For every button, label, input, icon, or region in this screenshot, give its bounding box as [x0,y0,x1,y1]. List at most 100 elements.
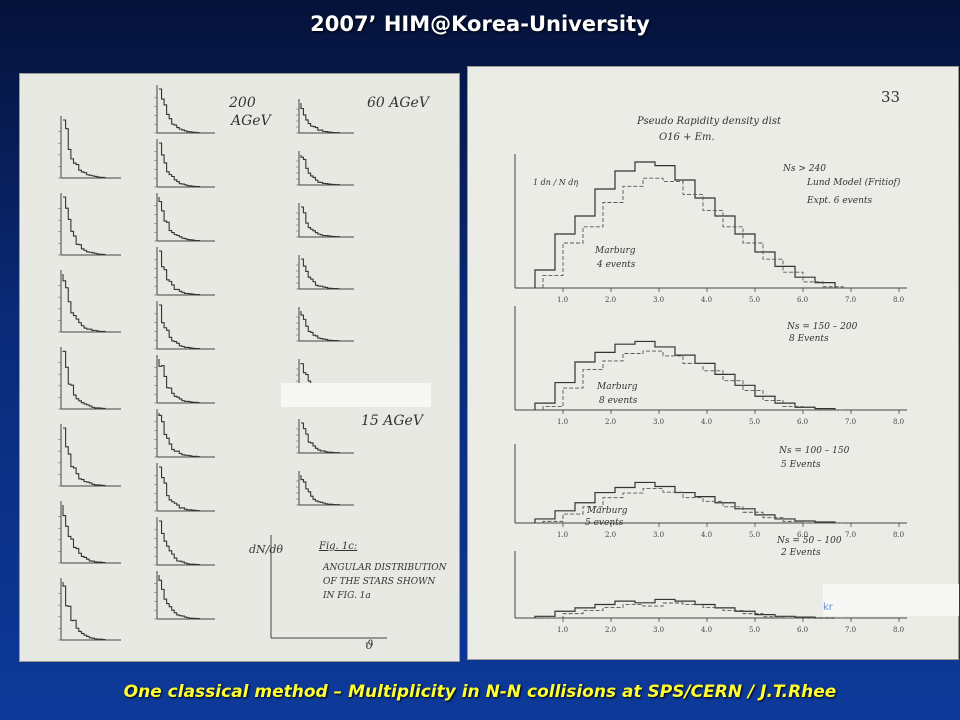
panel3-marburg: Marburg [587,506,628,516]
rap-panel1-xtick-label-5: 5.0 [749,296,760,304]
rap-panel1-xtick-label-2: 2.0 [605,296,616,304]
col3-histogram-5 [300,311,341,342]
rap-panel1-model-histogram [542,177,844,288]
col2-histogram-5 [159,304,201,350]
rap-panel2-xtick-label-1: 1.0 [557,418,568,426]
col3-histogram-3 [301,206,341,238]
col2-histogram-2 [159,142,201,188]
col2-histogram-7 [158,413,201,458]
col1-histogram-6 [62,505,106,564]
rap-panel4-xtick-label-1: 1.0 [557,626,568,634]
col3-histogram-1 [300,103,341,134]
rap-panel4-xtick-label-6: 6.0 [797,626,808,634]
panel1-events: 4 events [597,260,636,270]
right-title-line2: O16 + Em. [659,132,715,143]
rap-panel4-histogram [534,598,835,619]
panel4-events-expt: 2 Events [781,548,821,558]
rap-panel1-xtick-label-8: 8.0 [893,296,904,304]
col1-histogram-4 [62,350,106,409]
legend-item-3: Expt. 6 events [807,196,873,206]
rap-panel2-xtick-label-5: 5.0 [749,418,760,426]
col2-histogram-9 [159,520,201,566]
rap-panel4-model-histogram [543,602,843,619]
fig-caption-line2: OF THE STARS SHOWN [323,577,436,587]
panel1-marburg: Marburg [595,246,636,256]
rap-panel1-xtick-label-6: 6.0 [797,296,808,304]
energy-label-60: 60 AGeV [367,95,429,111]
col1-histogram-7 [62,582,106,641]
panel2-events: 8 events [599,396,638,406]
scan-blank-patch-right [823,584,959,616]
col3b-histogram-2 [300,475,341,506]
col2-histogram-3 [158,197,201,242]
rap-panel4-xtick-label-8: 8.0 [893,626,904,634]
right-title-line1: Pseudo Rapidity density dist [637,116,782,127]
rap-panel2-xtick-label-7: 7.0 [845,418,856,426]
page-number: 33 [881,88,901,106]
rap-panel2-xtick-label-3: 3.0 [653,418,664,426]
scan-blank-patch [281,383,431,407]
right-scanned-figure: 1.0 2.0 3.0 4.0 5.0 6.0 7.0 8.0 1.0 2.0 3.0 4.0 5.0 6… [467,66,959,660]
rap-panel1-xtick-label-1: 1.0 [557,296,568,304]
energy-label-15: 15 AGeV [361,413,423,429]
panel3-label: Ns = 100 – 150 [779,446,850,456]
col2-histogram-4 [159,250,201,296]
rap-panel1-xtick-label-4: 4.0 [701,296,712,304]
rap-panel3-xtick-label-1: 1.0 [557,531,568,539]
legend-item-1: Ns > 240 [783,164,826,174]
rap-panel3-xtick-label-8: 8.0 [893,531,904,539]
y-axis-label: dN/dθ [249,543,284,556]
panel3-events-expt: 5 Events [781,460,821,470]
rap-panel3-histogram [534,481,836,523]
panel2-label: Ns = 150 – 200 [787,322,858,332]
legend-item-2: Lund Model (Fritiof) [807,178,901,188]
rap-panel2-xtick-label-4: 4.0 [701,418,712,426]
rap-panel2-xtick-label-8: 8.0 [893,418,904,426]
rap-panel3-xtick-label-4: 4.0 [701,531,712,539]
panel2-events-expt: 8 Events [789,334,829,344]
col3-histogram-2 [300,155,341,186]
right-ylabel: 1 dn / N dη [533,178,579,187]
rapidity-histograms: 1.0 2.0 3.0 4.0 5.0 6.0 7.0 8.0 1.0 2.0 3.0 4.0 5.0 6… [514,154,907,634]
rap-panel2-xtick-label-2: 2.0 [605,418,616,426]
col1-histogram-3 [62,274,106,332]
rap-panel3-xtick-label-5: 5.0 [749,531,760,539]
rap-panel3-xtick-label-2: 2.0 [605,531,616,539]
rap-panel2-model-histogram [542,350,843,411]
left-histogram-grid [58,85,387,641]
col2-histogram-1 [159,88,201,134]
energy-unit-200: AGeV [231,113,271,129]
rap-panel4-xtick-label-2: 2.0 [605,626,616,634]
rap-panel3-xtick-label-3: 3.0 [653,531,664,539]
col1-histogram-2 [63,196,106,255]
col3-histogram-4 [301,258,341,290]
left-scanned-figure: 200 AGeV 60 AGeV 15 AGeV Fig. 1c: ANGULA… [19,73,460,662]
col2-histogram-10 [158,575,201,620]
col1-histogram-5 [63,427,106,486]
rap-panel1-histogram [534,161,836,288]
rap-panel2-xtick-label-6: 6.0 [797,418,808,426]
panel3-events: 5 events [585,518,624,528]
col1-histogram-1 [63,119,106,179]
fig-caption-line3: IN FIG. 1a [323,591,371,601]
rap-panel1-xtick-label-3: 3.0 [653,296,664,304]
slide-title: 2007’ HIM@Korea-University [310,12,650,36]
rap-panel3-model-histogram [542,488,843,524]
col2-histogram-6 [158,359,201,404]
rap-panel4-xtick-label-7: 7.0 [845,626,856,634]
rap-panel3-xtick-label-7: 7.0 [845,531,856,539]
rap-panel4-xtick-label-5: 5.0 [749,626,760,634]
rap-panel2-histogram [534,340,836,410]
panel4-label: Ns = 50 – 100 [777,536,842,546]
slide-caption: One classical method – Multiplicity in N… [123,682,837,702]
col3b-histogram-1 [301,422,341,454]
fig-caption-line1: ANGULAR DISTRIBUTION [323,563,447,573]
rap-panel4-xtick-label-3: 3.0 [653,626,664,634]
x-axis-label: ϑ [365,638,374,652]
energy-label-200: 200 [229,95,256,111]
rap-panel1-xtick-label-7: 7.0 [845,296,856,304]
rap-panel4-xtick-label-4: 4.0 [701,626,712,634]
fig-label: Fig. 1c: [319,541,358,552]
corner-mark: kr [823,602,833,613]
panel2-marburg: Marburg [597,382,638,392]
